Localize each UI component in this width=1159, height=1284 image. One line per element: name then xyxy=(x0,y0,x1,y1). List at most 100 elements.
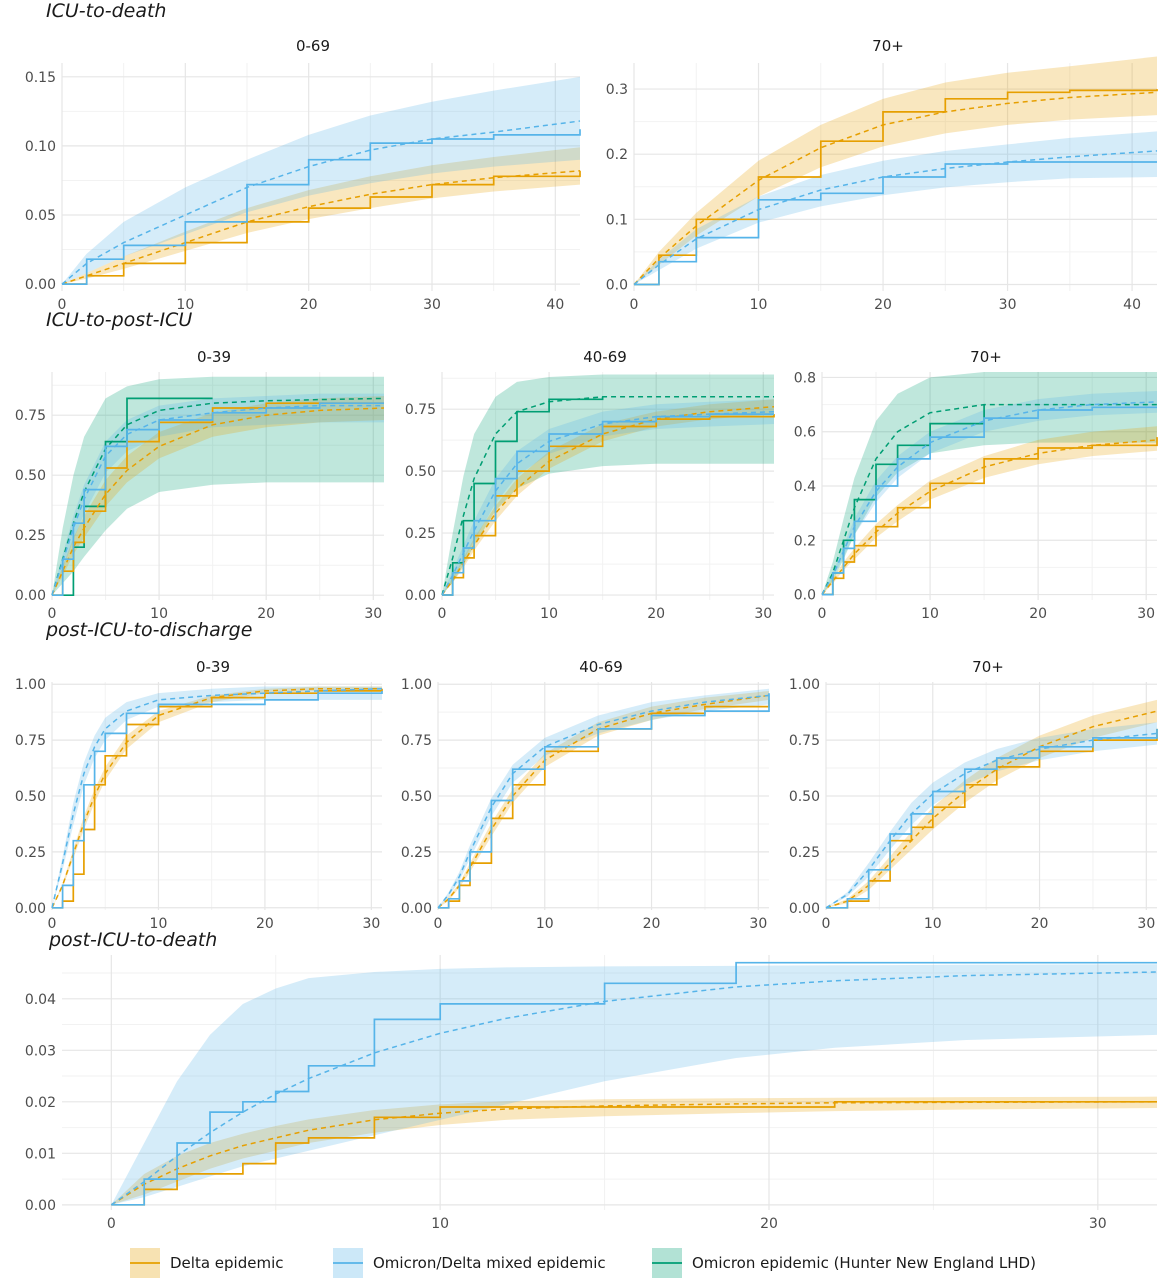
y-tick-label: 0.15 xyxy=(25,70,56,86)
ci-band-mixed xyxy=(52,686,382,907)
y-tick-label: 0.25 xyxy=(15,845,46,861)
x-tick-label: 20 xyxy=(257,606,275,622)
panel-post-ICU-to-discharge-40-69: 40-690 10 20 300.000.250.500.751.00 xyxy=(401,658,769,932)
y-tick-label: 0.05 xyxy=(25,208,56,224)
y-tick-label: 0.75 xyxy=(401,733,432,749)
empirical-curve-mixed xyxy=(52,691,382,908)
y-tick-label: 0.2 xyxy=(794,533,816,549)
section-title-icu-to-post-icu: ICU-to-post-ICU xyxy=(46,309,192,331)
panel-ICU-to-death-70+: 70+ 0 10 20 30 40 0.0 0.1 0.2 0.3 xyxy=(606,37,1157,313)
y-tick-label: 0.00 xyxy=(15,901,46,917)
x-tick-label: 0 xyxy=(438,606,447,622)
x-tick-label: 40 xyxy=(1123,297,1141,313)
x-tick-label: 30 xyxy=(1137,606,1155,622)
x-tick-label: 10 xyxy=(150,606,168,622)
x-tick-label: 20 xyxy=(256,916,274,932)
y-tick-label: 0.75 xyxy=(15,408,46,424)
panel-title: 0-69 xyxy=(296,37,330,55)
x-tick-label: 30 xyxy=(1137,916,1155,932)
y-tick-label: 0.01 xyxy=(25,1146,56,1162)
fitted-curve-delta xyxy=(52,689,382,908)
x-tick-label: 10 xyxy=(750,297,768,313)
legend-item-omicron: Omicron epidemic (Hunter New England LHD… xyxy=(652,1248,1036,1278)
y-tick-label: 0.25 xyxy=(15,528,46,544)
x-tick-label: 10 xyxy=(431,1216,449,1232)
y-tick-label: 0.25 xyxy=(405,526,436,542)
panel-title: 0-39 xyxy=(197,348,231,366)
y-tick-label: 0.8 xyxy=(794,370,816,386)
ci-band-delta xyxy=(52,686,382,907)
x-tick-label: 0 xyxy=(818,606,827,622)
y-tick-label: 0.02 xyxy=(25,1095,56,1111)
x-tick-label: 20 xyxy=(643,916,661,932)
x-tick-label: 20 xyxy=(760,1216,778,1232)
y-tick-label: 0.6 xyxy=(794,425,816,441)
y-tick-label: 0.25 xyxy=(789,845,820,861)
legend-item-mixed: Omicron/Delta mixed epidemic xyxy=(333,1248,606,1278)
panel-post-ICU-to-discharge-0-39: 0-390 10 20 300.000.250.500.751.00 xyxy=(15,658,382,932)
x-tick-label: 0 xyxy=(58,297,67,313)
x-tick-label: 0 xyxy=(822,916,831,932)
x-tick-label: 0 xyxy=(630,297,639,313)
panel-title: 70+ xyxy=(872,37,904,55)
panel-title: 40-69 xyxy=(583,348,627,366)
panel-ICU-to-post-ICU-0-39: 0-39 0 10 20 30 0.00 0.25 0.50 0.75 xyxy=(15,348,384,622)
x-tick-label: 30 xyxy=(1089,1216,1107,1232)
y-tick-label: 0.2 xyxy=(606,147,628,163)
empirical-curve-delta xyxy=(52,689,382,908)
legend-label: Delta epidemic xyxy=(170,1254,283,1272)
x-tick-label: 0 xyxy=(48,916,57,932)
x-tick-label: 10 xyxy=(540,606,558,622)
x-tick-label: 30 xyxy=(749,916,767,932)
y-tick-label: 0.50 xyxy=(15,468,46,484)
y-tick-label: 0.03 xyxy=(25,1043,56,1059)
legend-label: Omicron epidemic (Hunter New England LHD… xyxy=(692,1254,1036,1272)
legend-item-delta: Delta epidemic xyxy=(130,1248,283,1278)
y-tick-label: 0.0 xyxy=(794,588,816,604)
y-tick-label: 0.00 xyxy=(405,588,436,604)
y-tick-label: 0.50 xyxy=(15,789,46,805)
panel-ICU-to-post-ICU-70+: 70+ 0 10 20 30 0.0 0.2 0.4 0.6 0.8 xyxy=(794,348,1157,622)
y-tick-label: 1.00 xyxy=(15,677,46,693)
section-title-icu-to-death: ICU-to-death xyxy=(46,0,166,22)
x-tick-label: 20 xyxy=(1031,916,1049,932)
panel-title: 70+ xyxy=(970,348,1002,366)
x-tick-label: 10 xyxy=(536,916,554,932)
panel-title: 40-69 xyxy=(579,658,623,676)
y-tick-label: 0.04 xyxy=(25,992,56,1008)
y-tick-label: 0.00 xyxy=(789,901,820,917)
x-tick-label: 10 xyxy=(176,297,194,313)
y-tick-label: 0.00 xyxy=(15,588,46,604)
y-tick-label: 0.00 xyxy=(25,1198,56,1214)
panel-ICU-to-post-ICU-40-69: 40-69 0 10 20 30 0.00 0.25 0.50 0.75 xyxy=(405,348,774,622)
y-tick-label: 1.00 xyxy=(789,677,820,693)
y-tick-label: 0.50 xyxy=(401,789,432,805)
x-tick-label: 30 xyxy=(362,916,380,932)
y-tick-label: 0.75 xyxy=(789,733,820,749)
figure-canvas: ICU-to-death ICU-to-post-ICU post-ICU-to… xyxy=(0,0,1159,1280)
panel-post-ICU-to-death: 0 10 20 30 0.00 0.01 0.02 0.03 0.04 xyxy=(25,955,1157,1232)
x-tick-label: 10 xyxy=(921,606,939,622)
y-tick-label: 0.25 xyxy=(401,845,432,861)
legend: Delta epidemic Omicron/Delta mixed epidem… xyxy=(130,1248,1036,1278)
y-tick-label: 1.00 xyxy=(401,677,432,693)
y-tick-label: 0.50 xyxy=(405,464,436,480)
y-tick-label: 0.1 xyxy=(606,212,628,228)
y-tick-label: 0.50 xyxy=(789,789,820,805)
panel-title: 70+ xyxy=(972,658,1004,676)
fitted-curve-mixed xyxy=(52,689,382,908)
x-tick-label: 30 xyxy=(364,606,382,622)
panel-ICU-to-death-0-69: 0-69 0 10 20 30 40 0.00 0.05 0.10 0.15 xyxy=(25,37,580,313)
panel-post-ICU-to-discharge-70+: 70+ 0 10 20 30 0.00 0.25 0.50 0.75 1.00 xyxy=(789,658,1157,932)
legend-label: Omicron/Delta mixed epidemic xyxy=(373,1254,606,1272)
section-title-post-icu-to-discharge: post-ICU-to-discharge xyxy=(45,619,252,641)
section-title-post-icu-to-death: post-ICU-to-death xyxy=(48,929,217,951)
y-tick-label: 0.00 xyxy=(25,277,56,293)
x-tick-label: 10 xyxy=(924,916,942,932)
x-tick-label: 30 xyxy=(999,297,1017,313)
y-tick-label: 0.0 xyxy=(606,277,628,293)
x-tick-label: 40 xyxy=(546,297,564,313)
x-tick-label: 0 xyxy=(48,606,57,622)
x-tick-label: 10 xyxy=(150,916,168,932)
figure: ICU-to-death ICU-to-post-ICU post-ICU-to… xyxy=(0,0,1159,1280)
